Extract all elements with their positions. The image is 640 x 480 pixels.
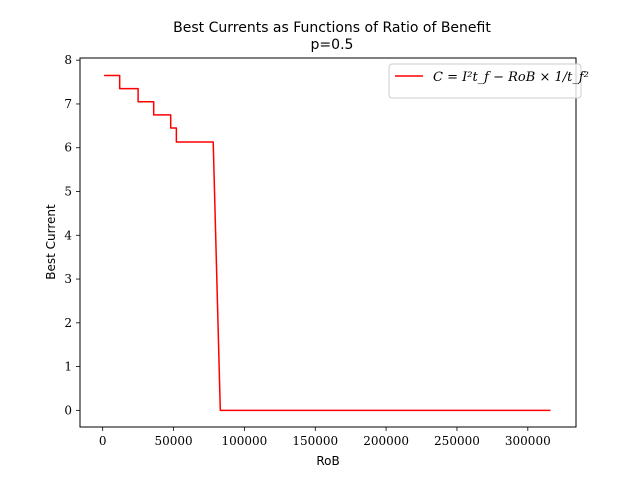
x-tick-label: 50000: [154, 434, 192, 448]
legend-box: [388, 63, 582, 99]
y-tick-label: 6: [64, 141, 72, 155]
x-tick-label: 250000: [434, 434, 480, 448]
x-tick-label: 200000: [363, 434, 409, 448]
y-tick-label: 2: [64, 316, 72, 330]
y-tick-label: 5: [64, 185, 72, 199]
ticks-layer: 0 50000 100000 150000 200000 250000 300000 0 1 2 3…: [64, 53, 550, 448]
y-axis-label: Best Current: [44, 204, 58, 280]
y-tick-label: 3: [64, 272, 72, 286]
data-layer: [104, 74, 551, 412]
y-tick-label: 7: [64, 97, 72, 111]
plot-frame: [79, 57, 577, 428]
y-tick-label: 0: [64, 403, 72, 417]
legend-entry-label: C = I²t_f − RoB × 1/t_f²: [433, 70, 589, 85]
chart-title: Best Currents as Functions of Ratio of B…: [173, 20, 491, 36]
y-tick-label: 8: [64, 53, 72, 67]
series-line-0: [104, 74, 551, 412]
legend: C = I²t_f − RoB × 1/t_f²: [388, 63, 589, 99]
x-tick-label: 300000: [505, 434, 551, 448]
x-tick-label: 150000: [292, 434, 338, 448]
x-tick-label: 100000: [221, 434, 267, 448]
x-axis-label: RoB: [316, 454, 339, 468]
y-tick-label: 4: [64, 228, 72, 242]
chart-subtitle: p=0.5: [311, 37, 354, 53]
x-tick-label: 0: [99, 434, 107, 448]
y-tick-label: 1: [64, 360, 72, 374]
